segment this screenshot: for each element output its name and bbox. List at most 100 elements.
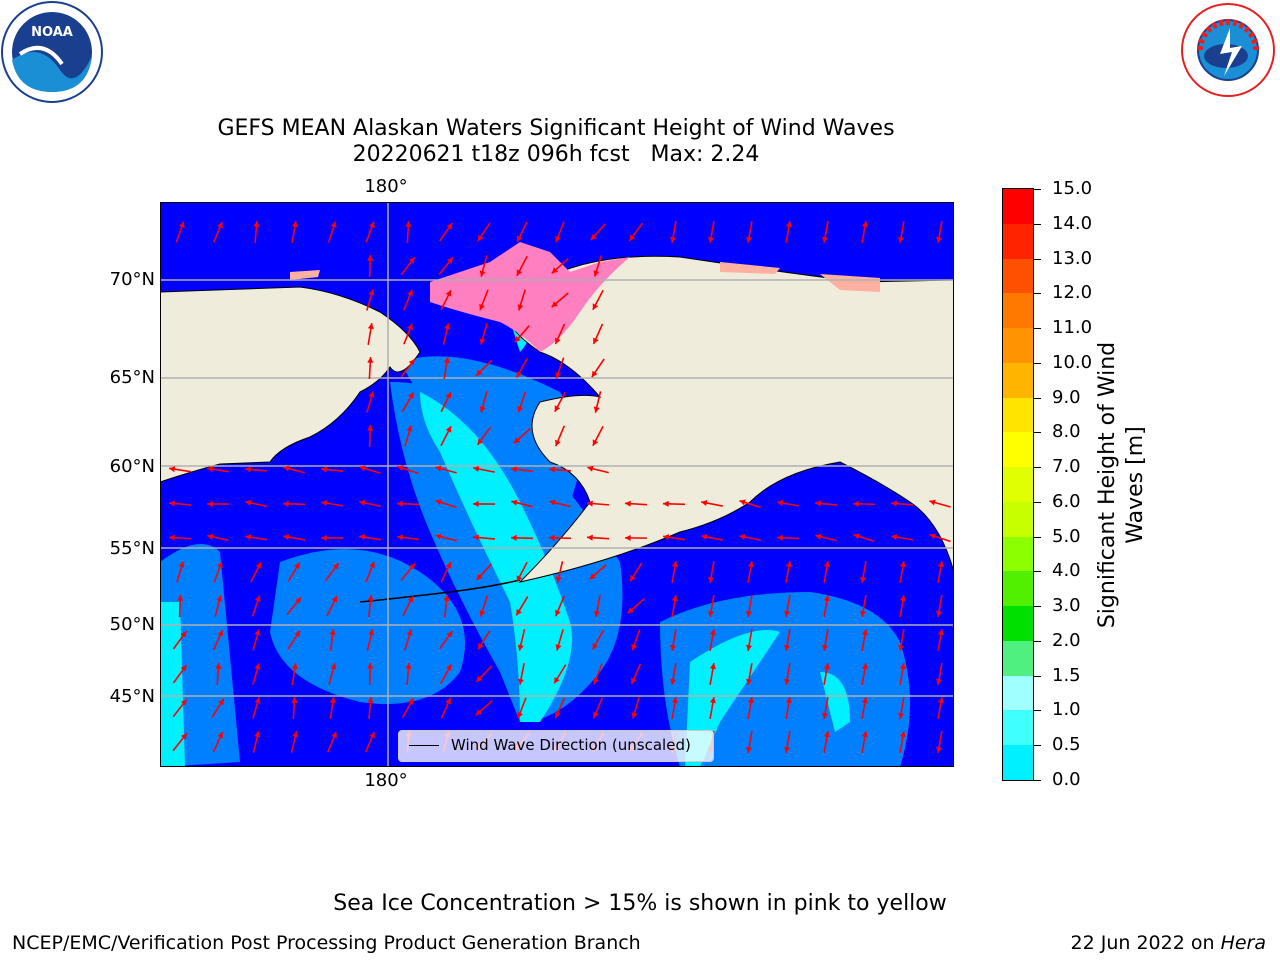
colorbar-tick-mark: [1033, 571, 1041, 573]
wave-direction-arrowhead: [777, 534, 783, 541]
wave-direction-arrowhead: [551, 301, 558, 308]
sea-ice: [290, 270, 320, 280]
wave-direction-arrowhead: [708, 236, 715, 243]
wave-direction-arrowhead: [397, 500, 403, 507]
lat-label-60: 60°N: [109, 456, 155, 477]
wave-direction-arrowhead: [516, 609, 522, 616]
lat-label-45: 45°N: [109, 686, 155, 707]
wave-direction-arrowhead: [861, 221, 868, 228]
colorbar-label-line1: Significant Height of Wind: [1095, 341, 1120, 629]
wave-direction-arrowhead: [593, 610, 600, 617]
wave-direction-arrowhead: [321, 500, 328, 507]
colorbar-bin: [1003, 536, 1033, 572]
wave-direction-arrowhead: [516, 235, 523, 242]
wave-direction-arrowhead: [631, 677, 637, 685]
wave-direction-arrowhead: [367, 357, 374, 363]
wave-direction-arrowhead: [936, 236, 943, 243]
wave-direction-arrowhead: [898, 236, 905, 243]
wave-direction-arrowhead: [511, 499, 518, 506]
wave-direction-arrowhead: [823, 595, 830, 602]
wave-direction-arrowhead: [671, 697, 678, 704]
wave-direction-arrowhead: [592, 303, 599, 310]
wave-direction-arrowhead: [746, 746, 753, 753]
aleutian-islands: [359, 579, 521, 603]
wave-direction-arrowhead: [554, 676, 560, 684]
wave-direction-arrowhead: [405, 221, 412, 227]
wave-direction-arrowhead: [445, 562, 452, 569]
wave-direction-arrowhead: [625, 500, 631, 507]
wave-direction-arrowhead: [445, 290, 452, 297]
wave-direction-arrowhead: [321, 534, 327, 542]
colorbar-tick-label: 1.0: [1052, 699, 1081, 721]
colorbar-tick-mark: [1033, 328, 1041, 330]
wave-direction-arrowhead: [701, 499, 708, 507]
wave-direction-arrowhead: [631, 712, 638, 719]
wave-direction-arrowhead: [708, 576, 715, 583]
wave-direction-arrowhead: [937, 561, 944, 568]
colorbar-bin: [1003, 432, 1033, 468]
wave-direction-arrowhead: [746, 678, 753, 685]
colorbar-bin: [1003, 606, 1033, 641]
wave-direction-arrowhead: [587, 500, 593, 507]
wave-direction-arrowhead: [822, 712, 829, 719]
wave-direction-arrowhead: [445, 697, 451, 705]
wave-direction-arrowhead: [629, 234, 636, 241]
colorbar-tick-mark: [1033, 780, 1041, 781]
wave-direction-arrowhead: [291, 697, 298, 703]
colorbar-tick-label: 6.0: [1052, 490, 1081, 512]
colorbar-tick-label: 12.0: [1052, 282, 1093, 304]
wave-direction-arrowhead: [369, 731, 375, 739]
colorbar-tick-mark: [1033, 501, 1041, 503]
wave-direction-arrowhead: [367, 323, 374, 330]
colorbar-tick-mark: [1033, 536, 1041, 538]
wave-direction-arrowhead: [898, 644, 905, 651]
wave-direction-arrowhead: [408, 257, 415, 264]
colorbar-label-line2: Waves [m]: [1123, 426, 1148, 544]
wave-direction-arrowhead: [549, 499, 556, 506]
colorbar: [1002, 188, 1034, 781]
colorbar-tick-label: 11.0: [1052, 317, 1093, 339]
wave-direction-arrowhead: [329, 697, 336, 704]
wave-direction-arrowhead: [549, 466, 555, 473]
wave-direction-arrowhead: [367, 697, 374, 703]
wave-direction-arrowhead: [898, 712, 905, 719]
wave-direction-arrowhead: [861, 629, 868, 636]
wave-direction-arrowhead: [511, 466, 517, 473]
colorbar-tick-label: 5.0: [1052, 525, 1081, 547]
wave-direction-arrowhead: [283, 500, 289, 507]
wave-direction-arrowhead: [516, 575, 523, 582]
wave-direction-arrowhead: [747, 561, 754, 568]
wave-direction-arrowhead: [169, 466, 176, 473]
wave-direction-arrowhead: [937, 697, 944, 704]
machine-name: Hera: [1220, 932, 1266, 954]
wave-direction-arrowhead: [517, 711, 523, 719]
wave-direction-arrowhead: [331, 731, 337, 739]
noaa-logo-text: NOAA: [31, 25, 73, 40]
wave-direction-arrowhead: [891, 500, 897, 507]
colorbar-bin: [1003, 745, 1033, 781]
wave-direction-arrowhead: [587, 465, 594, 472]
wave-direction-arrowhead: [407, 323, 413, 331]
wave-direction-arrowhead: [406, 629, 413, 636]
colorbar-tick-mark: [1033, 189, 1041, 190]
wave-direction-arrowhead: [368, 289, 375, 296]
wave-direction-arrowhead: [784, 610, 791, 617]
wave-direction-arrowhead: [747, 697, 754, 704]
wave-direction-arrowhead: [476, 369, 483, 376]
wave-direction-arrowhead: [445, 664, 452, 671]
wave-direction-arrowhead: [551, 267, 559, 274]
wave-direction-arrowhead: [255, 562, 262, 569]
wave-direction-arrowhead: [445, 392, 452, 399]
wave-direction-arrowhead: [784, 678, 791, 685]
graticule: [160, 202, 954, 767]
date-text: 22 Jun 2022 on: [1070, 932, 1221, 954]
wave-direction-arrowhead: [823, 663, 830, 670]
colorbar-bin: [1003, 675, 1033, 711]
wave-direction-arrowhead: [479, 406, 486, 413]
wave-direction-arrowhead: [899, 663, 906, 670]
nws-logo: [1180, 2, 1276, 98]
wave-direction-arrowhead: [446, 223, 453, 230]
wave-direction-arrowhead: [589, 573, 596, 580]
colorbar-tick-mark: [1033, 745, 1041, 747]
wave-direction-arrowhead: [593, 270, 600, 277]
